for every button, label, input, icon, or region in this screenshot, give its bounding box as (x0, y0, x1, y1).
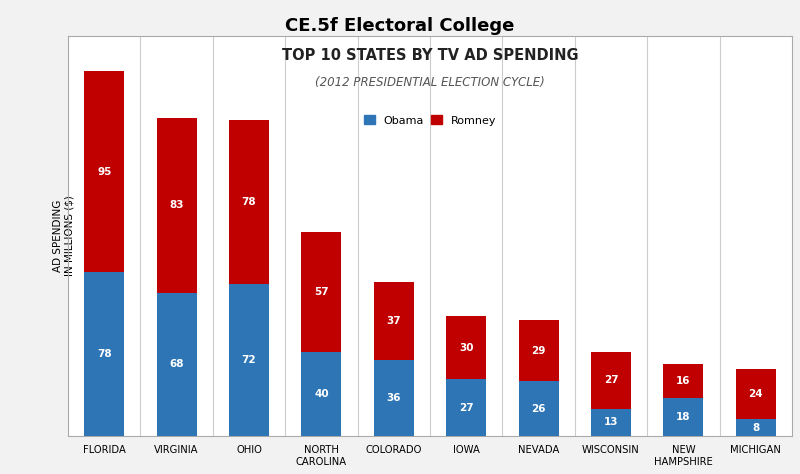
Text: 26: 26 (531, 404, 546, 414)
Text: 37: 37 (386, 316, 401, 326)
Bar (84, 72, 124, 272)
Bar (591, 352, 631, 409)
Legend: Obama, Romney: Obama, Romney (362, 113, 498, 128)
Bar (736, 419, 776, 436)
Bar (518, 381, 558, 436)
Text: 18: 18 (676, 412, 690, 422)
Y-axis label: AD SPENDING
IN MILLIONS ($): AD SPENDING IN MILLIONS ($) (53, 195, 74, 276)
Bar (84, 272, 124, 436)
Bar (302, 232, 342, 352)
Text: 72: 72 (242, 355, 256, 365)
Text: 78: 78 (242, 197, 256, 207)
Text: CE.5f Electoral College: CE.5f Electoral College (286, 17, 514, 35)
Text: 40: 40 (314, 389, 329, 399)
Text: 95: 95 (97, 166, 111, 176)
Text: 30: 30 (459, 343, 474, 353)
Bar (157, 293, 197, 436)
Bar (446, 316, 486, 379)
Text: TOP 10 STATES BY TV AD SPENDING: TOP 10 STATES BY TV AD SPENDING (282, 47, 578, 63)
Text: 8: 8 (752, 423, 759, 433)
Text: 29: 29 (531, 346, 546, 356)
Bar (229, 284, 269, 436)
Bar (302, 352, 342, 436)
Bar (663, 398, 703, 436)
Text: 36: 36 (386, 393, 401, 403)
Bar (157, 118, 197, 293)
Text: 16: 16 (676, 376, 690, 386)
Text: (2012 PRESIDENTIAL ELECTION CYCLE): (2012 PRESIDENTIAL ELECTION CYCLE) (315, 76, 545, 89)
Text: 24: 24 (749, 389, 763, 399)
Text: 78: 78 (97, 349, 111, 359)
Text: 27: 27 (604, 375, 618, 385)
Bar (229, 120, 269, 284)
Text: 57: 57 (314, 287, 329, 297)
Text: 13: 13 (604, 418, 618, 428)
Text: 68: 68 (170, 359, 184, 369)
Bar (374, 282, 414, 360)
Bar (518, 320, 558, 381)
Bar (591, 409, 631, 436)
Bar (446, 379, 486, 436)
Bar (736, 369, 776, 419)
Text: 27: 27 (459, 402, 474, 413)
Bar (663, 365, 703, 398)
Bar (374, 360, 414, 436)
Text: 83: 83 (170, 200, 184, 210)
